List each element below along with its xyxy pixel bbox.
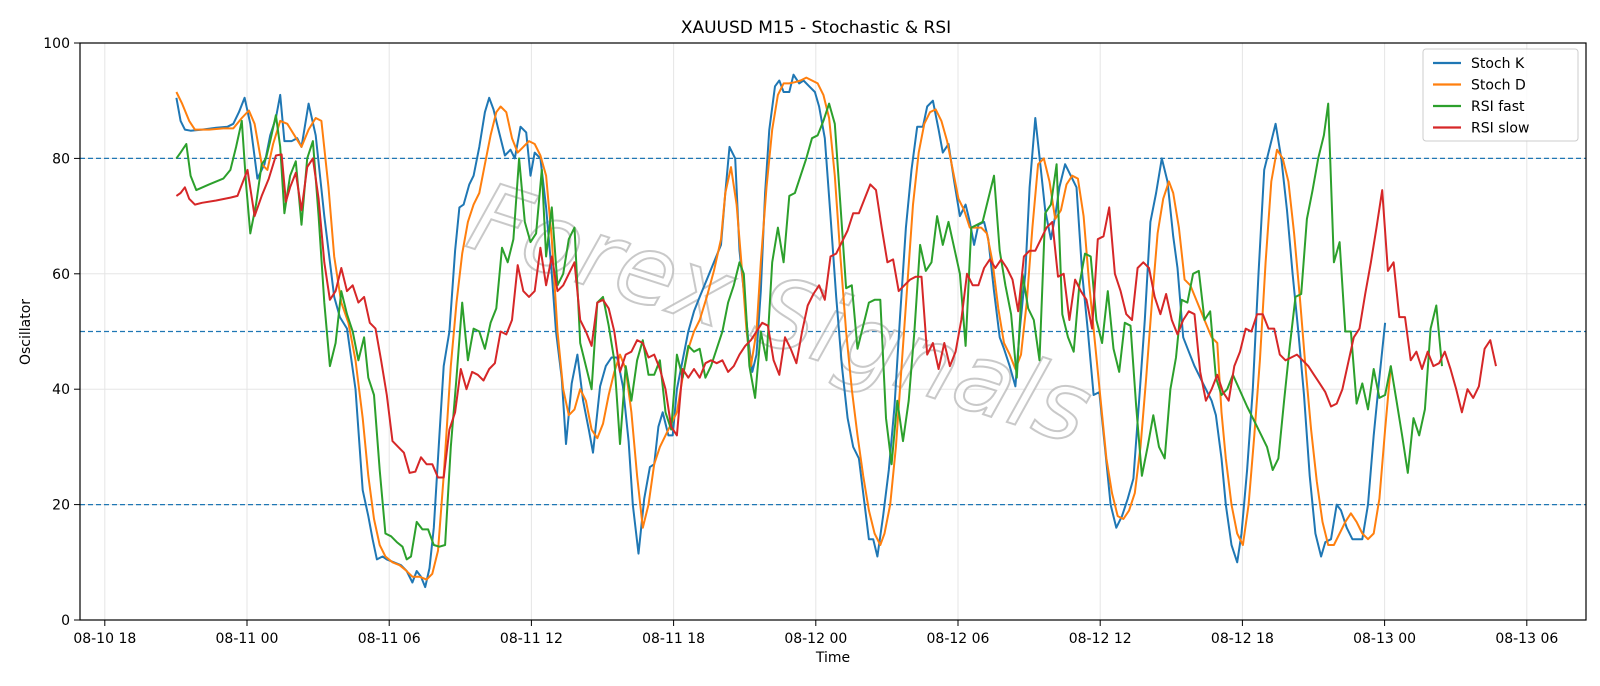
series-line-rsi-slow [175,153,1497,479]
y-tick-label: 20 [52,498,70,514]
series-line-rsi-fast [175,102,1443,561]
legend-label: Stoch D [1471,78,1526,94]
plot-frame [79,42,1587,621]
y-axis-title: Oscillator [18,299,34,365]
x-tick-label: 08-12 12 [1069,631,1132,647]
series-line-stoch-d [175,76,1392,581]
x-tick-label: 08-11 18 [642,631,705,647]
x-tick-label: 08-12 18 [1211,631,1274,647]
legend-label: RSI slow [1471,121,1529,137]
y-axis-ticks: 0 20 40 60 80 100 [43,36,80,629]
x-tick-label: 08-12 06 [927,631,990,647]
y-tick-label: 40 [52,382,70,398]
x-tick-label: 08-13 06 [1495,631,1558,647]
x-tick-label: 08-11 00 [216,631,279,647]
x-axis-ticks: 08-10 18 08-11 00 08-11 06 08-11 12 08-11 18… [73,620,1558,647]
legend: Stoch K Stoch D RSI fast RSI slow [1422,48,1579,142]
chart-title: XAUUSD M15 - Stochastic & RSI [681,18,951,38]
x-axis-title: Time [815,650,850,666]
x-tick-label: 08-11 12 [500,631,563,647]
x-tick-label: 08-10 18 [73,631,136,647]
y-tick-label: 0 [61,613,70,629]
x-tick-label: 08-13 00 [1353,631,1416,647]
y-tick-label: 100 [43,36,70,52]
series-layer [175,73,1497,589]
x-tick-label: 08-12 00 [784,631,847,647]
y-tick-label: 60 [52,267,70,283]
watermark-text: Forex Signals [456,161,1104,467]
y-tick-label: 80 [52,151,70,167]
legend-box [1422,48,1579,142]
legend-label: Stoch K [1471,56,1525,72]
legend-label: RSI fast [1471,99,1525,115]
x-tick-label: 08-11 06 [358,631,421,647]
